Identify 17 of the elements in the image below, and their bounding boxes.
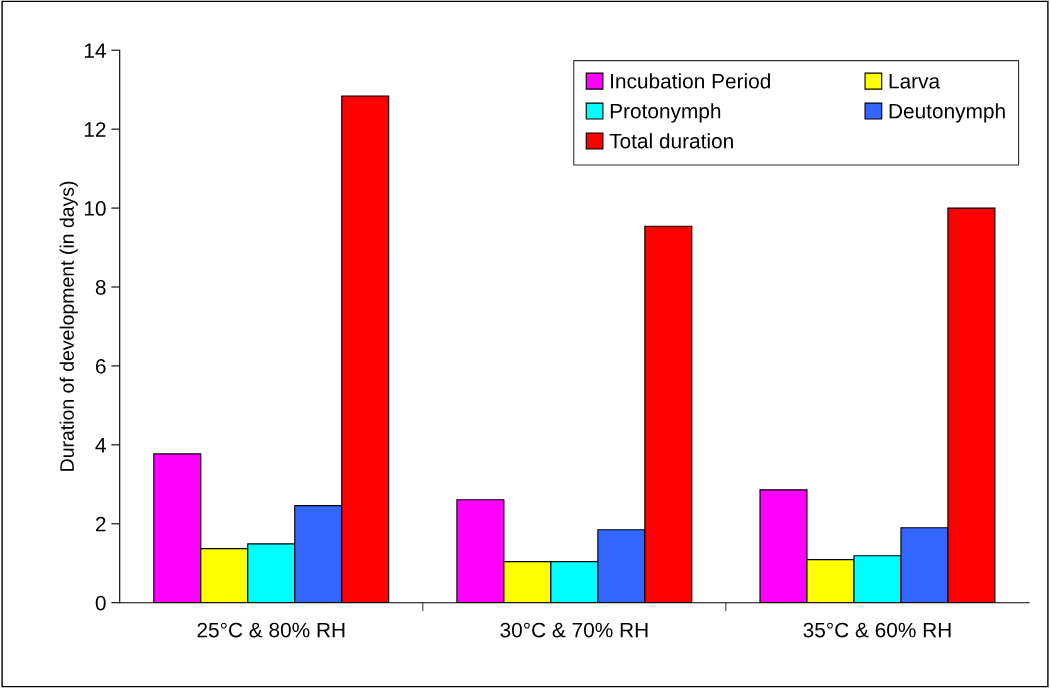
y-tick-label: 14 bbox=[84, 43, 106, 58]
x-tick-label: 30°C & 70% RH bbox=[500, 622, 648, 638]
y-tick-label: 2 bbox=[95, 516, 106, 532]
y-tick-label: 12 bbox=[84, 122, 106, 137]
y-tick-label: 10 bbox=[84, 201, 106, 216]
y-tick-label: 6 bbox=[95, 358, 106, 374]
y-tick-label: 8 bbox=[95, 280, 106, 295]
legend-label: Protonymph bbox=[610, 103, 721, 123]
x-tick-label: 35°C & 60% RH bbox=[803, 622, 951, 638]
y-axis-title: Duration of development (in days) bbox=[59, 181, 78, 471]
legend-label: Deutonymph bbox=[889, 103, 1005, 123]
legend-label: Incubation Period bbox=[611, 73, 770, 89]
x-tick-label: 25°C & 80% RH bbox=[197, 622, 345, 638]
legend-label: Total duration bbox=[609, 133, 733, 149]
legend-label: Larva bbox=[889, 74, 941, 89]
y-tick-label: 0 bbox=[95, 595, 106, 611]
y-tick-label: 4 bbox=[95, 438, 106, 453]
